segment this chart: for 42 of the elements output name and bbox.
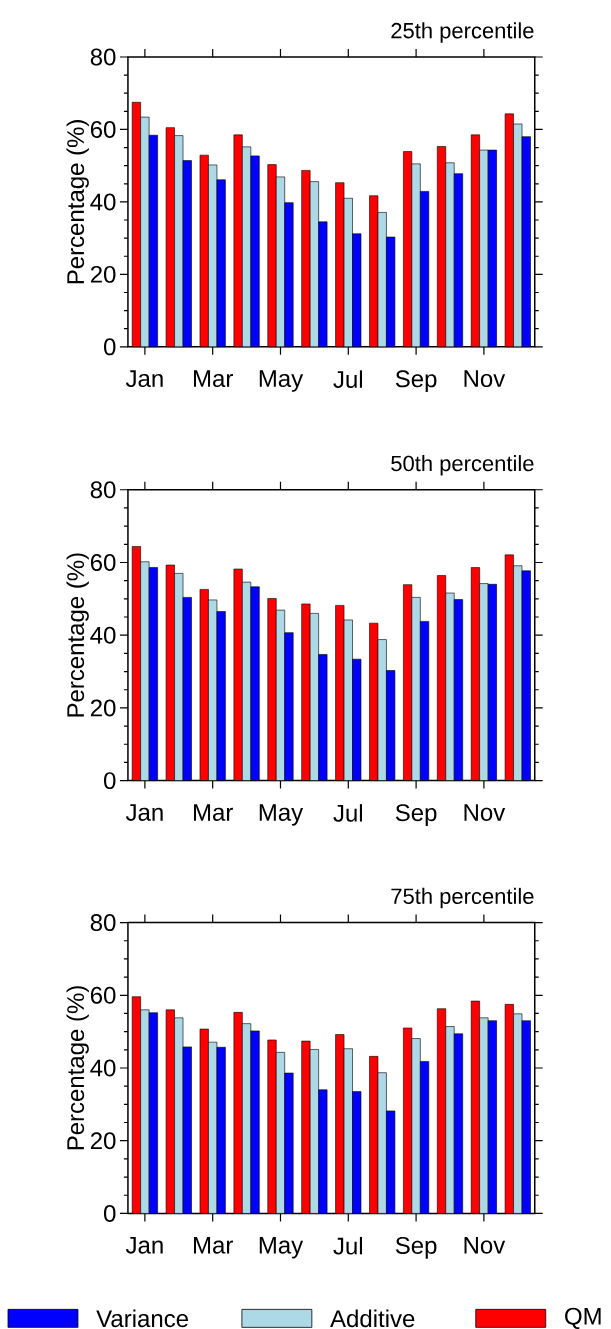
legend-label: Additive [330, 1309, 415, 1328]
y-tick-label: 60 [91, 986, 116, 1004]
y-axis-title: Percentage (%) [66, 986, 90, 1150]
y-axis-title: Percentage (%) [66, 553, 90, 717]
x-tick-label: Jul [333, 370, 363, 388]
x-tick-label: Sep [395, 370, 437, 393]
y-tick-label: 20 [91, 699, 116, 717]
x-tick-label: Jul [333, 804, 363, 822]
y-tick-label: 0 [104, 338, 116, 356]
y-tick-label: 80 [90, 48, 116, 66]
y-tick-label: 40 [90, 626, 116, 644]
y-tick-label: 0 [104, 1204, 116, 1222]
y-tick-label: 60 [91, 554, 116, 571]
chart-title: 25th percentile [391, 22, 534, 43]
x-tick-label: Sep [395, 804, 437, 826]
chart-title: 75th percentile [391, 887, 534, 909]
x-tick-label: Sep [395, 1236, 437, 1259]
y-tick-label: 60 [91, 120, 116, 138]
y-tick-label: 80 [90, 914, 116, 932]
x-tick-label: Mar [194, 804, 234, 821]
y-tick-label: 0 [104, 772, 116, 790]
x-tick-label: Nov [464, 1236, 506, 1254]
legend-label: QM [565, 1307, 601, 1329]
x-tick-label: Nov [464, 370, 506, 388]
x-tick-label: Jan [126, 1236, 163, 1254]
chart-title: 50th percentile [391, 455, 534, 476]
y-tick-label: 40 [90, 193, 116, 211]
x-tick-label: Jul [333, 1236, 363, 1255]
x-tick-label: Jan [126, 370, 163, 388]
y-axis-title: Percentage (%) [66, 120, 90, 284]
y-tick-label: 20 [91, 1132, 116, 1150]
x-tick-label: May [259, 370, 304, 392]
y-tick-label: 40 [90, 1059, 116, 1077]
x-tick-label: Nov [464, 804, 506, 821]
y-tick-label: 80 [90, 481, 116, 499]
legend-label: Variance [96, 1309, 189, 1328]
x-tick-label: May [259, 804, 304, 826]
x-tick-label: Jan [126, 804, 163, 821]
x-tick-label: Mar [194, 1236, 234, 1254]
y-tick-label: 20 [91, 265, 116, 283]
x-tick-label: May [259, 1236, 304, 1259]
x-tick-label: Mar [194, 370, 234, 388]
